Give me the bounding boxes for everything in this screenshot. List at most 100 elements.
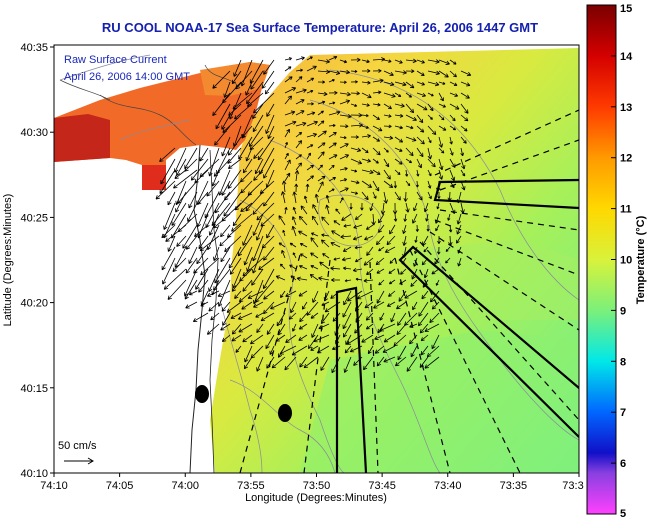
current-vector — [328, 123, 336, 128]
colorbar-tick-label: 8 — [620, 356, 626, 368]
current-vector — [361, 134, 371, 139]
bathymetry-contours — [59, 54, 579, 473]
current-vector — [456, 213, 462, 225]
x-axis-ticks: 74:10 74:05 74:00 73:55 73:50 73:45 73:40 73:35… — [40, 473, 584, 492]
y-tick-label: 40:15 — [20, 383, 48, 395]
current-vector — [393, 180, 398, 189]
current-vector — [320, 312, 330, 325]
current-vector — [365, 323, 374, 330]
current-vector — [161, 224, 176, 239]
current-vector — [372, 147, 381, 156]
current-vector — [255, 224, 264, 241]
current-vector — [394, 81, 407, 87]
current-vector — [284, 87, 297, 94]
current-vector — [354, 245, 363, 250]
current-vector — [295, 56, 305, 61]
current-vector — [263, 301, 275, 315]
current-vector — [388, 290, 396, 297]
scale-label: 50 cm/s — [58, 440, 97, 452]
map-area — [54, 45, 579, 473]
colorbar-tick-label: 9 — [620, 305, 626, 317]
current-vector — [386, 301, 396, 307]
current-vector — [435, 279, 440, 286]
y-tick-label: 40:25 — [20, 212, 48, 224]
current-vector — [372, 78, 384, 84]
current-vector — [416, 125, 425, 133]
current-vector — [311, 215, 319, 226]
current-vector — [363, 278, 374, 283]
current-vector — [232, 268, 242, 289]
current-vector — [208, 213, 220, 236]
x-tick-label: 74:05 — [106, 480, 134, 492]
current-vector — [435, 224, 440, 232]
current-vector — [295, 140, 303, 149]
current-vector — [328, 101, 336, 105]
current-vector — [335, 208, 341, 215]
current-vector — [379, 312, 385, 321]
current-vector — [292, 206, 297, 215]
current-vector — [438, 147, 445, 154]
current-vector — [252, 114, 264, 133]
current-vector — [372, 180, 380, 192]
current-vector — [416, 147, 424, 158]
current-vector — [413, 202, 418, 212]
current-vector — [438, 103, 446, 108]
y-tick-label: 40:30 — [20, 127, 48, 139]
scale-arrow — [64, 457, 94, 465]
current-vector — [406, 356, 418, 372]
current-vector — [221, 301, 231, 312]
current-vector — [378, 224, 385, 233]
current-vector — [317, 164, 323, 171]
current-vector — [394, 169, 401, 175]
current-vector — [405, 114, 417, 121]
current-vector — [320, 239, 330, 248]
current-vector — [306, 120, 318, 127]
current-vector — [263, 290, 275, 300]
current-vector — [220, 246, 231, 263]
current-vector — [437, 246, 441, 255]
current-vector — [319, 261, 330, 270]
current-vector — [389, 224, 396, 235]
current-vector — [256, 323, 264, 334]
current-vector — [372, 191, 377, 199]
current-vector — [402, 235, 407, 246]
current-vector — [250, 334, 264, 345]
current-vector — [232, 213, 242, 227]
current-vector — [211, 169, 220, 187]
current-vector — [215, 103, 231, 130]
current-vector — [235, 345, 242, 353]
current-vector — [350, 112, 363, 118]
current-vector — [376, 290, 385, 304]
current-vector — [192, 312, 209, 322]
current-vector — [237, 235, 253, 257]
current-vector — [376, 268, 385, 274]
current-vector — [341, 213, 352, 221]
current-vector — [373, 301, 385, 309]
current-vector — [424, 323, 440, 332]
current-vector — [263, 158, 275, 179]
current-vector — [449, 81, 458, 86]
current-vector — [438, 136, 444, 148]
current-vector — [416, 158, 422, 169]
current-vector — [289, 264, 297, 270]
current-vector — [237, 312, 253, 320]
current-vector — [212, 70, 231, 89]
current-vector — [375, 257, 385, 266]
current-vector — [403, 213, 407, 222]
current-vector — [342, 246, 352, 252]
current-vector — [284, 66, 292, 72]
current-vector — [328, 110, 341, 116]
current-vector — [367, 345, 374, 355]
current-vector — [251, 268, 264, 286]
current-vector — [402, 224, 407, 234]
current-vector — [284, 141, 288, 149]
colorbar-tick-label: 14 — [620, 51, 633, 63]
current-vector — [383, 135, 394, 140]
current-vector — [199, 235, 220, 252]
current-vector — [420, 334, 429, 342]
colorbar-tick-label: 15 — [620, 3, 632, 15]
current-vector — [295, 131, 303, 138]
current-vector — [231, 279, 242, 292]
current-vector — [208, 268, 220, 292]
current-vector — [438, 125, 447, 131]
